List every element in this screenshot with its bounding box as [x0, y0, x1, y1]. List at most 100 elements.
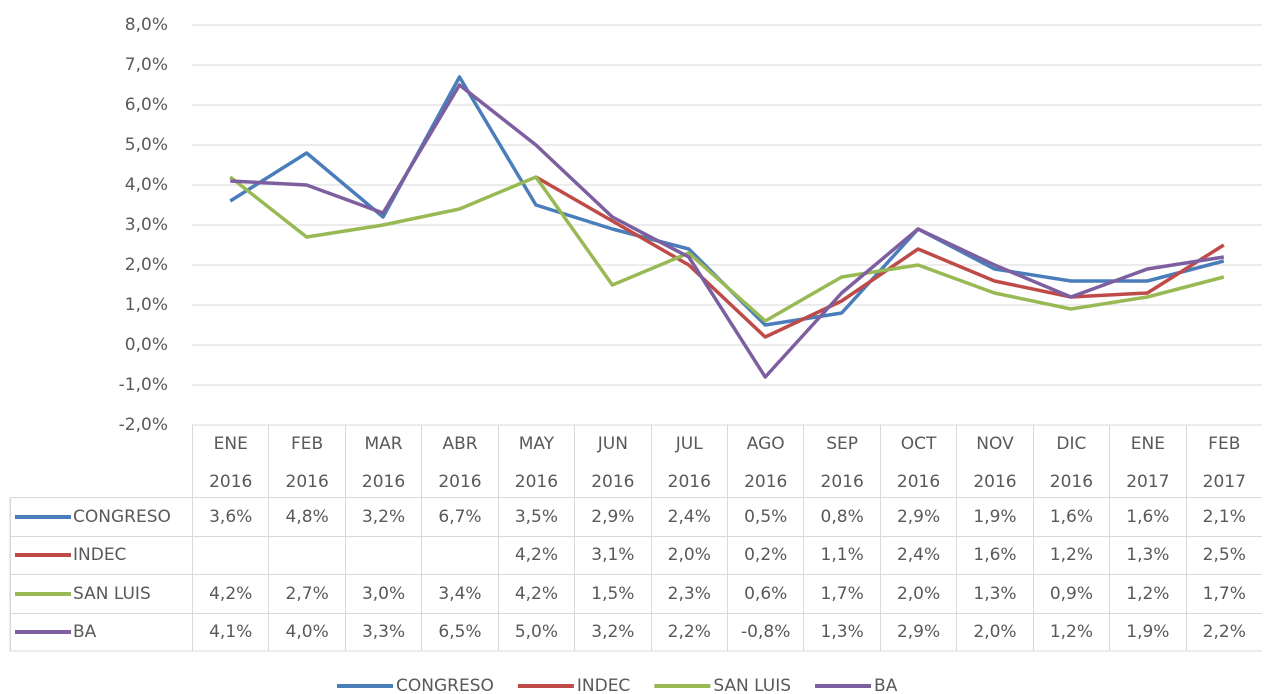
- table-value: 2,0%: [879, 574, 957, 613]
- table-value: 3,5%: [497, 497, 575, 536]
- table-value: 2,4%: [879, 535, 957, 574]
- x-tick-label: JUN 2016: [574, 425, 650, 501]
- table-value: 6,7%: [421, 497, 498, 536]
- table-value: 2,5%: [1185, 535, 1262, 574]
- series-name: INDEC: [73, 545, 127, 566]
- table-value: 0,8%: [803, 497, 880, 536]
- x-tick-label: ENE 2016: [192, 425, 268, 501]
- y-tick-label: 7,0%: [125, 55, 168, 75]
- table-value: 3,3%: [344, 612, 422, 651]
- table-value: 4,8%: [268, 497, 345, 536]
- table-value: 3,0%: [344, 574, 422, 613]
- x-tick-label: DIC 2016: [1032, 425, 1109, 501]
- table-value: 5,0%: [497, 612, 575, 651]
- table-value: 3,4%: [421, 574, 498, 613]
- table-value: 3,2%: [574, 612, 651, 651]
- legend-label: INDEC: [577, 676, 630, 694]
- table-value: 1,6%: [956, 535, 1033, 574]
- table-value: 3,1%: [574, 535, 651, 574]
- series-name: BA: [73, 622, 97, 643]
- table-value: 1,3%: [803, 612, 880, 651]
- series-name: SAN LUIS: [73, 583, 151, 604]
- y-tick-label: 1,0%: [125, 295, 168, 315]
- table-value: 0,2%: [727, 535, 804, 574]
- x-tick-label: SEP 2016: [803, 425, 879, 501]
- table-key: INDEC: [10, 535, 192, 574]
- table-value: 2,2%: [650, 612, 727, 651]
- table-value: 1,7%: [1185, 574, 1262, 613]
- table-value: [192, 535, 269, 574]
- table-key: BA: [10, 612, 192, 651]
- table-value: 0,5%: [727, 497, 804, 536]
- table-value: 2,1%: [1185, 497, 1262, 536]
- table-value: 1,2%: [1032, 612, 1110, 651]
- table-value: 1,6%: [1032, 497, 1110, 536]
- legend-label: SAN LUIS: [713, 676, 791, 694]
- x-tick-label: FEB 2017: [1185, 425, 1262, 501]
- table-value: 1,2%: [1109, 574, 1186, 613]
- key-swatch: [15, 514, 71, 519]
- y-tick-label: 3,0%: [125, 215, 168, 235]
- x-tick-label: MAR 2016: [344, 425, 421, 501]
- x-tick-label: OCT 2016: [879, 425, 956, 501]
- table-value: [344, 535, 422, 574]
- table-value: 2,2%: [1185, 612, 1262, 651]
- x-tick-label: MAY 2016: [497, 425, 574, 501]
- table-key: SAN LUIS: [10, 574, 192, 613]
- y-tick-label: 4,0%: [125, 175, 168, 195]
- table-value: 3,6%: [192, 497, 269, 536]
- x-tick-label: FEB 2016: [268, 425, 344, 501]
- series-name: CONGRESO: [73, 506, 171, 527]
- table-value: 1,2%: [1032, 535, 1110, 574]
- y-tick-label: 6,0%: [125, 95, 168, 115]
- y-tick-label: -1,0%: [119, 375, 168, 395]
- x-tick-label: JUL 2016: [650, 425, 727, 501]
- y-tick-label: 2,0%: [125, 255, 168, 275]
- table-value: 2,4%: [650, 497, 727, 536]
- key-swatch: [15, 553, 71, 558]
- table-value: 2,9%: [879, 497, 957, 536]
- table-value: -0,8%: [727, 612, 804, 651]
- key-swatch: [15, 591, 71, 596]
- table-value: 2,3%: [650, 574, 727, 613]
- legend-label: BA: [874, 676, 898, 694]
- table-value: 4,2%: [497, 574, 575, 613]
- table-value: 1,1%: [803, 535, 880, 574]
- table-value: 4,2%: [497, 535, 575, 574]
- legend-label: CONGRESO: [396, 676, 494, 694]
- table-value: 2,0%: [650, 535, 727, 574]
- x-tick-label: AGO 2016: [727, 425, 803, 501]
- x-tick-label: NOV 2016: [956, 425, 1032, 501]
- table-value: 6,5%: [421, 612, 498, 651]
- x-tick-label: ABR 2016: [421, 425, 497, 501]
- y-tick-label: -2,0%: [119, 415, 168, 435]
- table-value: 2,9%: [879, 612, 957, 651]
- table-value: 4,0%: [268, 612, 345, 651]
- table-key: CONGRESO: [10, 497, 192, 536]
- table-value: [421, 535, 498, 574]
- table-value: 2,0%: [956, 612, 1033, 651]
- series-line: [229, 175, 1225, 323]
- y-tick-label: 0,0%: [125, 335, 168, 355]
- table-value: 0,6%: [727, 574, 804, 613]
- table-value: 4,2%: [192, 574, 269, 613]
- x-tick-label: ENE 2017: [1109, 425, 1185, 501]
- key-swatch: [15, 630, 71, 635]
- table-value: 1,3%: [1109, 535, 1186, 574]
- table-value: 3,2%: [344, 497, 422, 536]
- y-tick-label: 8,0%: [125, 15, 168, 35]
- table-value: 0,9%: [1032, 574, 1110, 613]
- series-line: [230, 83, 1225, 379]
- table-value: 1,5%: [574, 574, 651, 613]
- table-value: [268, 535, 345, 574]
- y-tick-label: 5,0%: [125, 135, 168, 155]
- table-value: 4,1%: [192, 612, 269, 651]
- table-value: 1,9%: [1109, 612, 1186, 651]
- series-line: [535, 175, 1225, 339]
- table-value: 2,7%: [268, 574, 345, 613]
- table-value: 1,7%: [803, 574, 880, 613]
- table-value: 2,9%: [574, 497, 651, 536]
- table-value: 1,9%: [956, 497, 1033, 536]
